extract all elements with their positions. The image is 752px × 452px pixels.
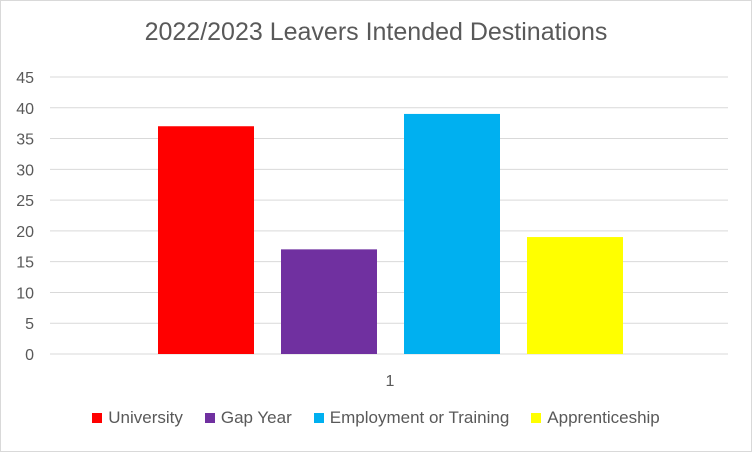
- legend-item: University: [92, 408, 183, 428]
- legend-swatch: [204, 413, 215, 423]
- y-tick-label: 35: [16, 132, 34, 149]
- chart-title: 2022/2023 Leavers Intended Destinations: [144, 18, 608, 46]
- x-tick-label: 1: [386, 373, 395, 390]
- legend-swatch: [531, 413, 542, 423]
- y-tick-label: 20: [16, 224, 34, 241]
- legend-swatch: [313, 413, 324, 423]
- bar-employment-or-training: [404, 113, 500, 354]
- bar-university: [158, 126, 254, 354]
- legend-swatch: [92, 413, 103, 423]
- y-tick-label: 5: [25, 316, 34, 333]
- legend-label: University: [108, 408, 183, 427]
- y-tick-label: 10: [16, 285, 34, 302]
- y-tick-label: 40: [16, 101, 34, 118]
- y-tick-label: 30: [16, 162, 34, 179]
- legend-item: Gap Year: [204, 408, 292, 428]
- legend-item: Apprenticeship: [531, 408, 660, 428]
- y-tick-label: 0: [25, 347, 34, 364]
- y-tick-label: 45: [16, 70, 34, 87]
- legend-label: Apprenticeship: [547, 408, 660, 427]
- legend-label: Employment or Training: [329, 408, 510, 427]
- bar-gap-year: [281, 249, 377, 354]
- chart-legend: University Gap Year Employment or Training…: [0, 408, 752, 428]
- bar-apprenticeship: [527, 237, 623, 354]
- y-tick-label: 25: [16, 193, 34, 210]
- legend-label: Gap Year: [220, 408, 292, 427]
- legend-item: Employment or Training: [313, 408, 510, 428]
- y-tick-label: 15: [16, 255, 34, 272]
